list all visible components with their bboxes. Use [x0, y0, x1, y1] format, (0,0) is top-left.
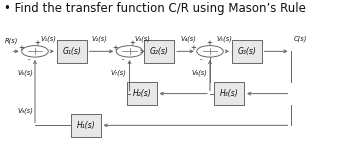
- Text: +: +: [18, 45, 24, 51]
- Text: • Find the transfer function C/R using Mason’s Rule: • Find the transfer function C/R using M…: [4, 2, 305, 14]
- Circle shape: [197, 46, 223, 57]
- Text: H₂(s): H₂(s): [132, 89, 151, 98]
- Text: V₃(s): V₃(s): [135, 35, 150, 42]
- FancyBboxPatch shape: [57, 40, 87, 63]
- Text: H₃(s): H₃(s): [220, 89, 239, 98]
- Text: G₂(s): G₂(s): [150, 47, 169, 56]
- Circle shape: [116, 46, 143, 57]
- Text: +: +: [191, 45, 196, 51]
- FancyBboxPatch shape: [232, 40, 262, 63]
- FancyBboxPatch shape: [144, 40, 174, 63]
- Text: +: +: [113, 45, 118, 51]
- Text: C(s): C(s): [294, 35, 307, 42]
- Text: V₉(s): V₉(s): [18, 108, 33, 114]
- Text: V₂(s): V₂(s): [91, 35, 107, 42]
- Text: V₆(s): V₆(s): [18, 69, 33, 76]
- Text: R(s): R(s): [5, 37, 18, 44]
- Text: -: -: [199, 56, 202, 62]
- Text: -: -: [121, 56, 124, 62]
- Text: V₄(s): V₄(s): [180, 35, 196, 42]
- Text: +: +: [35, 40, 40, 46]
- Text: V₁(s): V₁(s): [40, 35, 56, 42]
- Text: +: +: [206, 40, 212, 46]
- Text: +: +: [129, 40, 135, 46]
- Text: G₁(s): G₁(s): [62, 47, 81, 56]
- Text: V₈(s): V₈(s): [191, 69, 207, 76]
- FancyBboxPatch shape: [71, 114, 101, 137]
- Text: V₅(s): V₅(s): [216, 35, 232, 42]
- FancyBboxPatch shape: [127, 82, 157, 105]
- Circle shape: [22, 46, 48, 57]
- FancyBboxPatch shape: [214, 82, 244, 105]
- Text: -: -: [27, 56, 30, 62]
- Text: G₃(s): G₃(s): [237, 47, 256, 56]
- Text: H₁(s): H₁(s): [76, 121, 95, 130]
- Text: V₇(s): V₇(s): [111, 69, 127, 76]
